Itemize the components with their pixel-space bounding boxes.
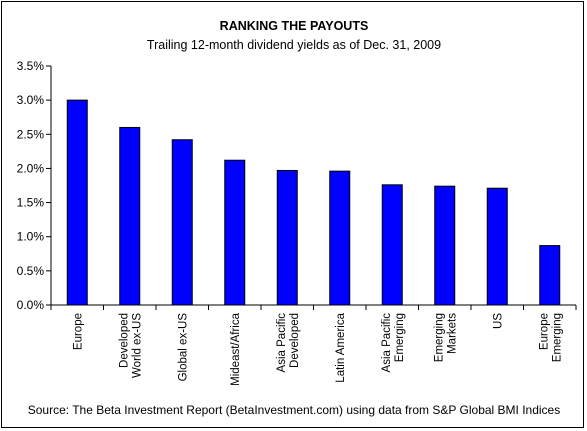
y-tick-label: 3.0% [17, 93, 45, 107]
bar [276, 169, 298, 306]
source-note: Source: The Beta Investment Report (Beta… [28, 403, 560, 417]
bar [539, 245, 561, 306]
x-category-label: Markets [446, 313, 458, 354]
x-category-label: Europe [538, 313, 550, 350]
bar [224, 159, 246, 306]
bar [486, 187, 508, 306]
bar [171, 139, 193, 306]
x-category-label: Emerging [433, 313, 445, 362]
bar [434, 185, 456, 306]
bar [329, 170, 351, 306]
x-category-label: US [492, 313, 504, 329]
x-category-label: Developed [118, 313, 130, 368]
y-tick-label: 3.5% [17, 59, 45, 73]
x-category-label: Asia Pacific [381, 313, 393, 373]
bar [381, 184, 403, 306]
bar [66, 99, 88, 306]
chart-title: RANKING THE PAYOUTS [220, 19, 369, 33]
y-tick-label: 1.0% [17, 230, 45, 244]
x-category-label: Global ex-US [177, 313, 189, 382]
y-tick-label: 0.5% [17, 264, 45, 278]
y-tick-label: 1.5% [17, 196, 45, 210]
x-category-label: Developed [289, 313, 301, 368]
y-tick-label: 0.0% [17, 298, 45, 312]
x-category-label: Latin America [335, 312, 347, 382]
y-tick-label: 2.0% [17, 161, 45, 175]
y-tick-label: 2.5% [17, 127, 45, 141]
chart-subtitle: Trailing 12-month dividend yields as of … [147, 38, 441, 52]
x-category-label: Mideast/Africa [230, 312, 242, 385]
x-category-label: Emerging [394, 313, 406, 362]
x-category-label: Emerging [551, 313, 563, 362]
x-category-label: Europe [72, 313, 84, 350]
x-category-label: World ex-US [131, 313, 143, 378]
bar [119, 126, 141, 306]
x-category-label: Asia Pacific [276, 313, 288, 373]
